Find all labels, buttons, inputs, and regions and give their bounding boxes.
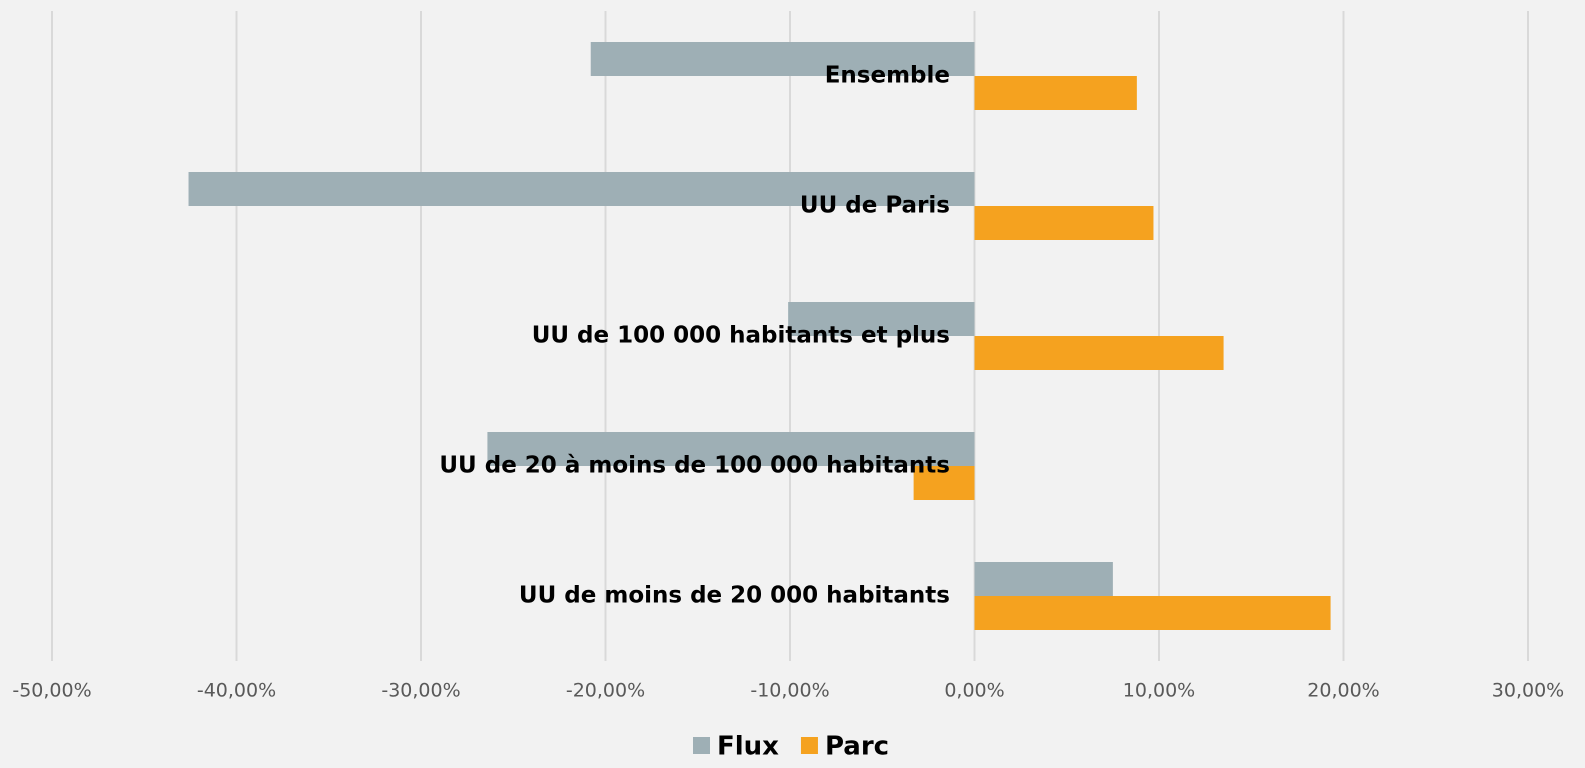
bar — [974, 76, 1137, 110]
x-tick-label: -20,00% — [566, 680, 645, 702]
legend-swatch — [800, 737, 818, 754]
category-label: UU de Paris — [800, 193, 950, 219]
x-tick-label: 30,00% — [1492, 680, 1564, 702]
legend-label: Flux — [717, 732, 779, 762]
bar — [974, 596, 1331, 630]
x-tick-label: -10,00% — [750, 680, 829, 702]
bar — [974, 336, 1224, 370]
bar — [788, 302, 975, 336]
legend-label: Parc — [825, 732, 889, 762]
bar — [487, 432, 975, 466]
bar — [974, 562, 1113, 596]
bar — [913, 466, 975, 500]
x-tick-label: -30,00% — [381, 680, 460, 702]
x-tick-label: -50,00% — [12, 680, 91, 702]
category-label: Ensemble — [825, 63, 950, 89]
bar — [590, 42, 975, 76]
x-tick-label: 10,00% — [1123, 680, 1195, 702]
bar — [974, 206, 1154, 240]
x-tick-label: 0,00% — [944, 680, 1004, 702]
category-label: UU de moins de 20 000 habitants — [519, 583, 950, 609]
legend-swatch — [693, 737, 710, 754]
x-tick-label: 20,00% — [1307, 680, 1379, 702]
x-tick-label: -40,00% — [197, 680, 276, 702]
bar — [188, 172, 975, 206]
category-label: UU de 20 à moins de 100 000 habitants — [439, 453, 950, 479]
category-label: UU de 100 000 habitants et plus — [532, 323, 950, 349]
